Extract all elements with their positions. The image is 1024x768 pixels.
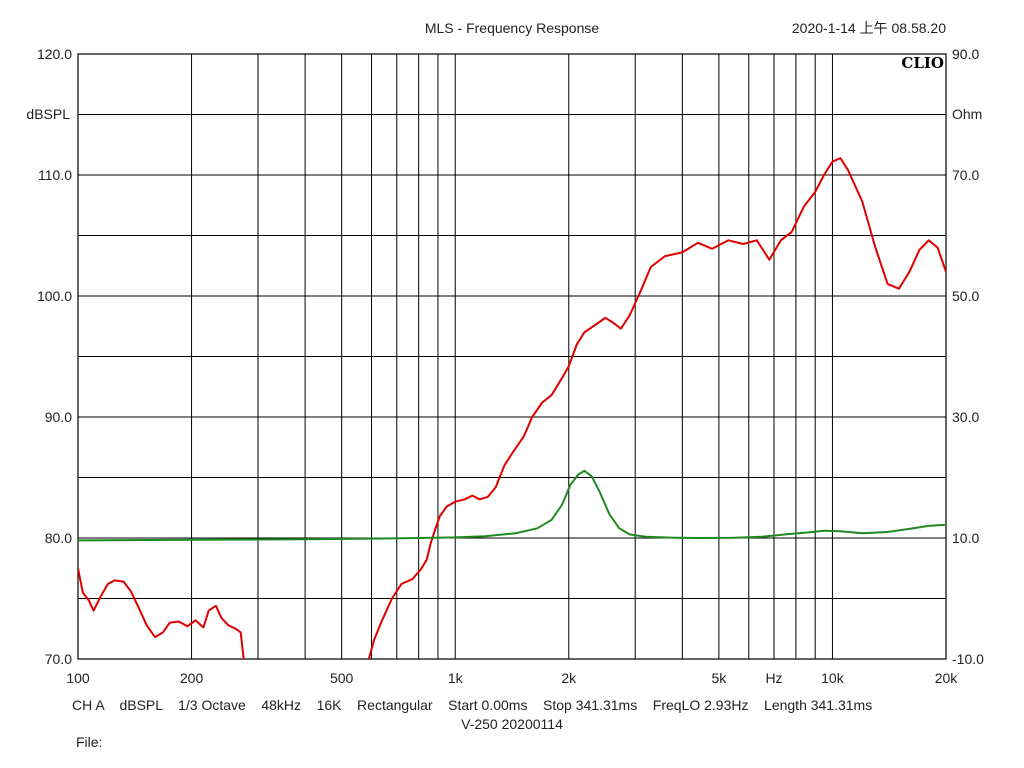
y-axis-right-tick-labels: 90.0 70.0 50.0 30.0 10.0 -10.0: [952, 46, 984, 667]
y-axis-left-label: dBSPL: [26, 106, 70, 122]
x-tick-label: 2k: [561, 670, 577, 686]
grid-lines: [77, 53, 947, 660]
spl-curve: [78, 568, 245, 659]
y-right-tick-label: -10.0: [952, 651, 984, 667]
file-label: File:: [76, 734, 102, 750]
y-right-tick-label: 70.0: [952, 167, 979, 183]
x-tick-label: 10k: [821, 670, 845, 686]
measurement-settings: CH A dBSPL 1/3 Octave 48kHz 16K Rectangu…: [72, 697, 872, 713]
y-left-tick-label: 110.0: [38, 167, 72, 183]
x-tick-label: 5k: [711, 670, 727, 686]
chart-title: MLS - Frequency Response: [425, 20, 600, 36]
x-tick-label: 100: [66, 670, 90, 686]
x-axis-tick-labels: 100 200 500 1k 2k 5k Hz 10k 20k: [66, 670, 958, 686]
y-right-tick-label: 10.0: [952, 530, 979, 546]
y-axis-left-tick-labels: 120.0 110.0 100.0 90.0 80.0 70.0: [37, 46, 72, 667]
y-left-tick-label: 70.0: [45, 651, 72, 667]
x-tick-label: 200: [180, 670, 204, 686]
spl-curve: [367, 157, 946, 659]
impedance-curve: [78, 469, 946, 542]
timestamp: 2020-1-14 上午 08.58.20: [792, 20, 946, 36]
y-left-tick-label: 80.0: [45, 530, 72, 546]
x-tick-label: 500: [330, 670, 354, 686]
y-left-tick-label: 120.0: [37, 46, 72, 62]
device-label: V-250 20200114: [461, 716, 563, 732]
x-tick-label: 1k: [448, 670, 464, 686]
plot-frame: [77, 53, 947, 660]
y-right-tick-label: 90.0: [952, 46, 979, 62]
clio-logo: CLIO: [901, 54, 944, 72]
y-right-tick-label: 50.0: [952, 288, 979, 304]
x-tick-label: 20k: [935, 670, 959, 686]
plot-area: [78, 157, 946, 659]
y-axis-right-label: Ohm: [952, 106, 982, 122]
y-right-tick-label: 30.0: [952, 409, 979, 425]
y-left-tick-label: 90.0: [45, 409, 72, 425]
y-left-tick-label: 100.0: [37, 288, 72, 304]
x-tick-label: Hz: [765, 670, 782, 686]
